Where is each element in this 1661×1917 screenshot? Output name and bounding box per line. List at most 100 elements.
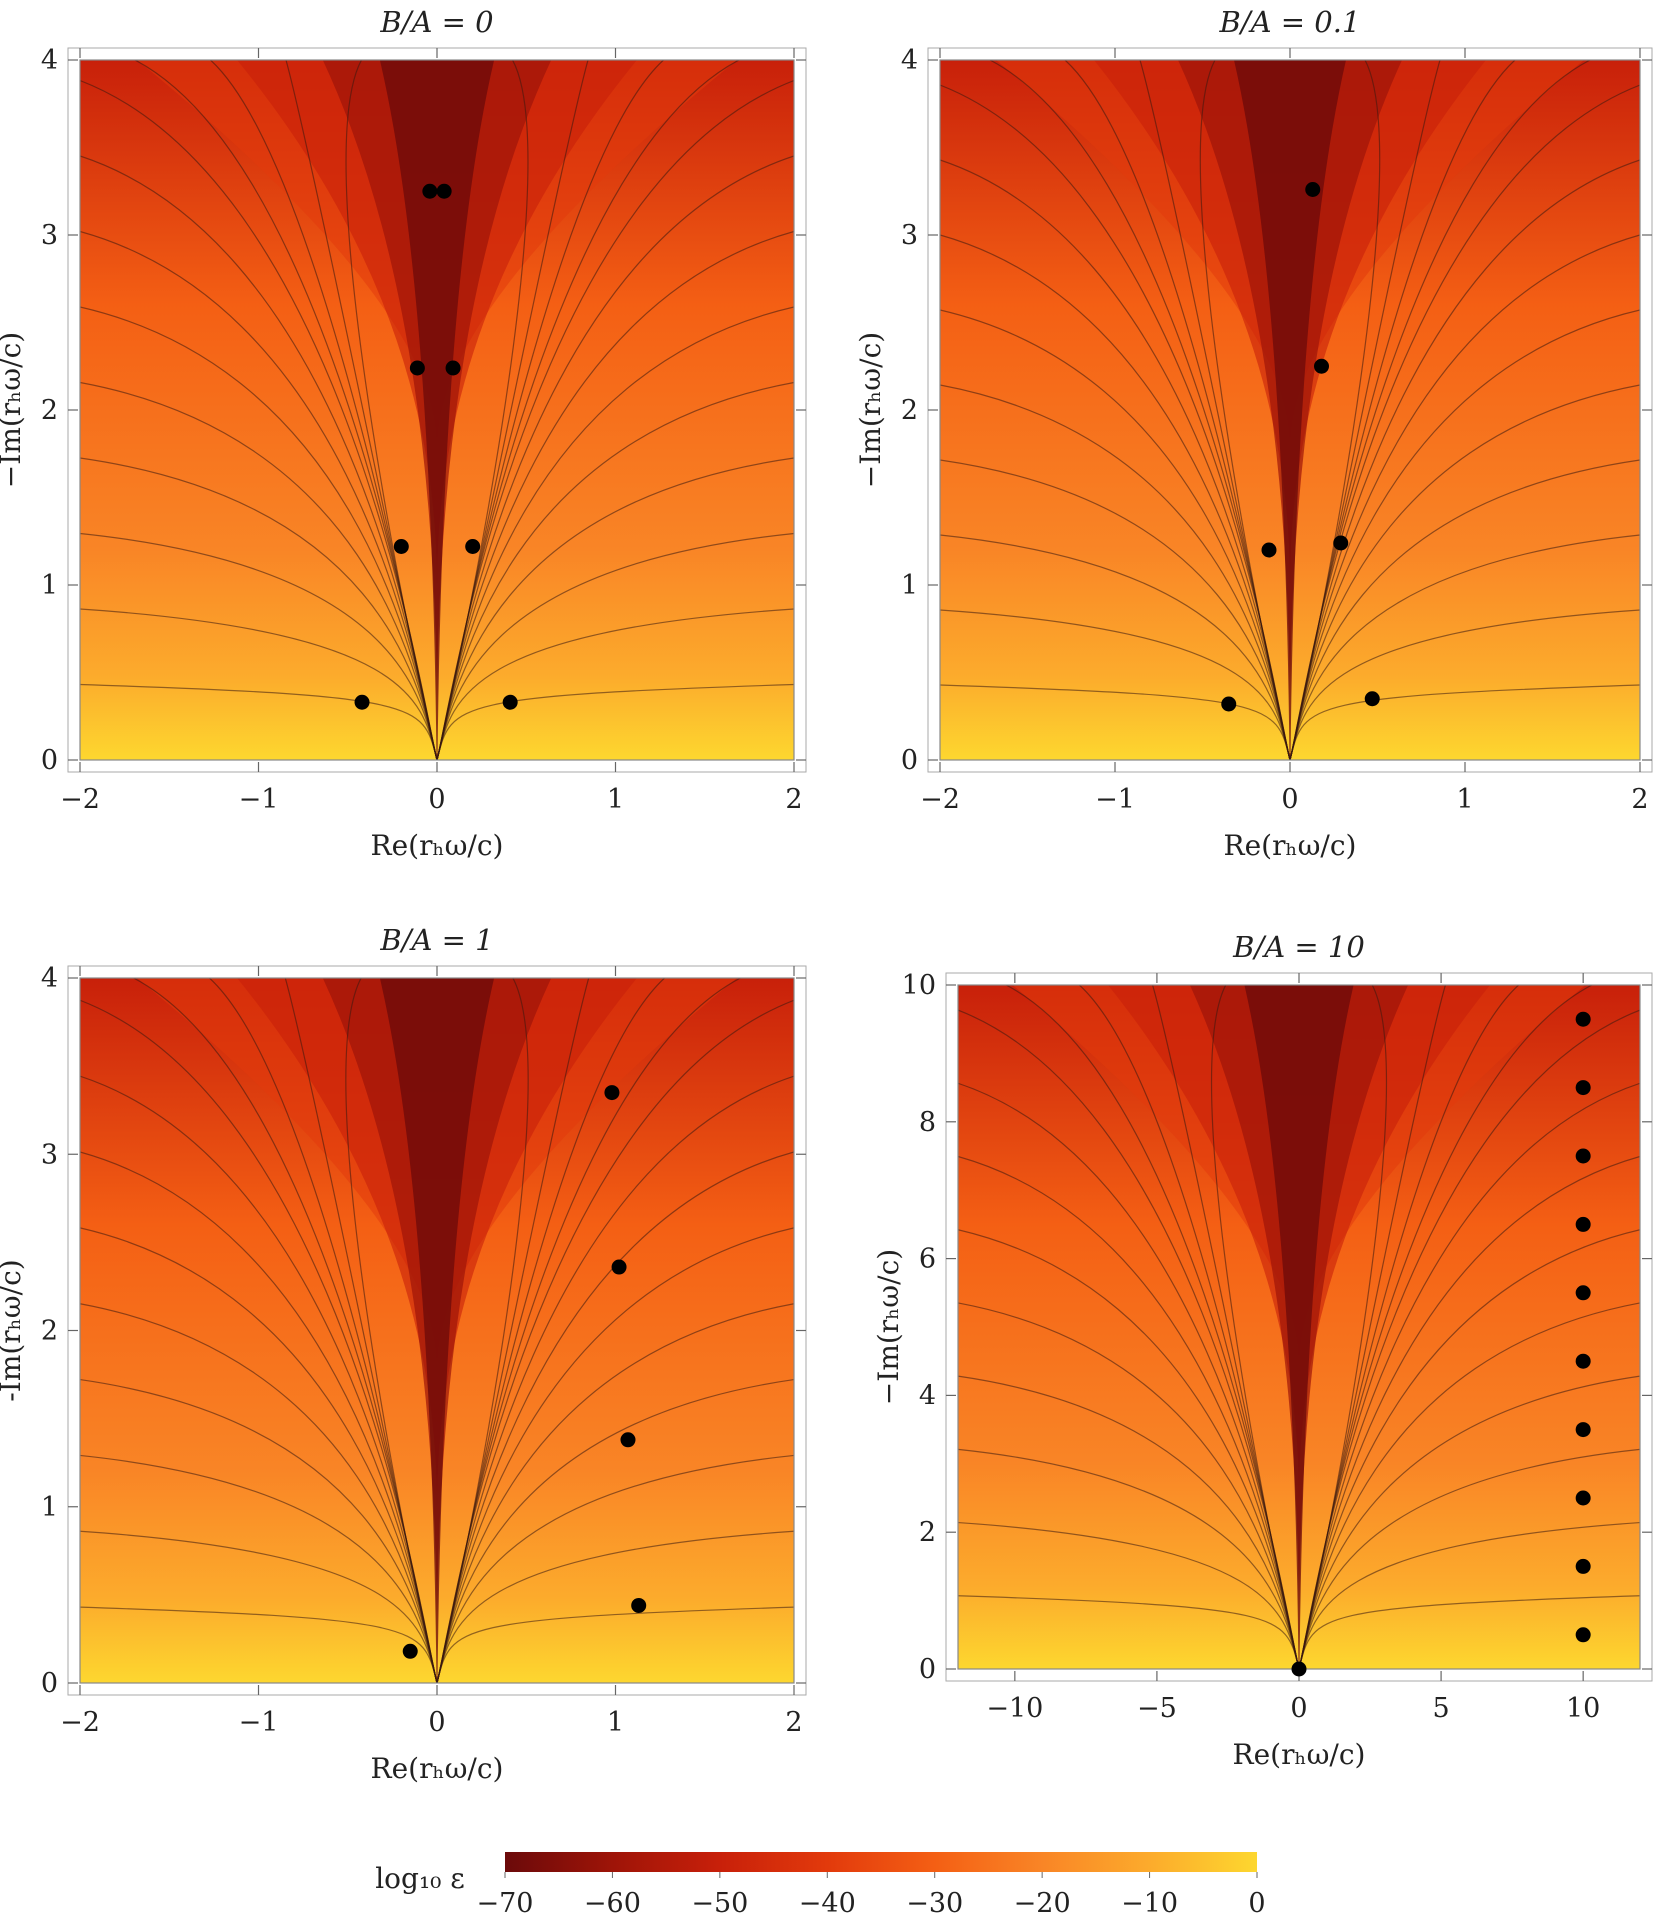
- mode-point: [611, 1259, 627, 1275]
- mode-point: [1575, 1216, 1591, 1232]
- x-tick-label: 0: [1290, 1693, 1307, 1724]
- x-axis-label: Re(rₕω/c): [1224, 829, 1357, 862]
- colorbar-gradient: [505, 1852, 1257, 1872]
- x-axis-label: Re(rₕω/c): [1233, 1738, 1366, 1771]
- y-tick-label: 3: [41, 220, 58, 251]
- colorbar-label: log₁₀ ε: [375, 1862, 465, 1895]
- x-tick-label: 10: [1566, 1693, 1600, 1724]
- colorbar-tick-label: −70: [477, 1888, 534, 1917]
- mode-point: [1575, 1490, 1591, 1506]
- panel-title: B/A = 1: [379, 923, 493, 957]
- colorbar-tick-label: −50: [691, 1888, 748, 1917]
- x-tick-label: 1: [607, 784, 624, 815]
- mode-point: [1305, 182, 1321, 197]
- y-tick-label: 2: [41, 395, 58, 426]
- mode-point: [1575, 1353, 1591, 1369]
- y-tick-label: 8: [919, 1107, 936, 1138]
- mode-point: [445, 360, 461, 376]
- y-tick-label: 0: [901, 745, 918, 776]
- x-tick-label: 0: [1281, 784, 1298, 815]
- y-tick-label: 3: [901, 220, 918, 251]
- y-tick-label: 1: [41, 1492, 58, 1523]
- y-axis-label: −Im(rₕω/c): [0, 332, 27, 488]
- plot-frame: [939, 59, 1641, 761]
- y-tick-label: 2: [41, 1316, 58, 1347]
- x-tick-label: 0: [428, 1707, 445, 1738]
- y-tick-label: 4: [41, 963, 58, 994]
- mode-point: [620, 1432, 636, 1448]
- mode-point: [1221, 696, 1237, 712]
- y-tick-label: 10: [902, 970, 936, 1001]
- x-tick-label: −1: [1095, 784, 1135, 815]
- panel-title: B/A = 10: [1232, 930, 1365, 964]
- x-tick-label: 5: [1432, 1693, 1449, 1724]
- plot-panel-1: −2 −1 0 1 2 0 1 2 3 4 B/A = 0 Re(rₕω/c) −Im(rₕω/c): [0, 5, 807, 862]
- colorbar-tick-label: −10: [1121, 1888, 1178, 1917]
- mode-point: [1291, 1661, 1307, 1677]
- colorbar-tick-label: −40: [799, 1888, 856, 1917]
- contour-field: [80, 978, 794, 1683]
- plot-frame: [79, 59, 795, 761]
- mode-point: [393, 539, 409, 554]
- mode-point: [1575, 1627, 1591, 1643]
- mode-point: [1575, 1558, 1591, 1574]
- mode-point: [1261, 542, 1277, 558]
- x-tick-label: −2: [60, 1707, 100, 1738]
- mode-point: [631, 1597, 647, 1613]
- y-tick-label: 4: [901, 45, 918, 76]
- mode-point: [1575, 1080, 1591, 1096]
- plot-panel-4: −10 −5 0 5 10 0 2 4 6 8 10 B/A = 10 Re(rₕω/c) −Im(rₕω…: [872, 930, 1653, 1771]
- contour-field: [80, 60, 794, 760]
- x-tick-label: −10: [986, 1693, 1043, 1724]
- x-tick-label: 2: [785, 1707, 802, 1738]
- y-tick-label: 0: [41, 745, 58, 776]
- colorbar-tick-label: −60: [584, 1888, 641, 1917]
- y-tick-label: 4: [41, 45, 58, 76]
- y-axis-label: −Im(rₕω/c): [872, 1249, 905, 1405]
- plot-panel-2: −2 −1 0 1 2 0 1 2 3 4 B/A = 0.1 Re(rₕω/c) −Im(rₕω/c): [854, 5, 1653, 862]
- mode-point: [1575, 1285, 1591, 1301]
- x-tick-label: −2: [920, 784, 960, 815]
- y-tick-label: 6: [919, 1244, 936, 1275]
- y-tick-label: 1: [901, 570, 918, 601]
- x-axis-label: Re(rₕω/c): [371, 829, 504, 862]
- x-tick-label: 2: [785, 784, 802, 815]
- x-tick-label: −2: [60, 784, 100, 815]
- x-tick-label: 0: [428, 784, 445, 815]
- x-tick-label: 1: [607, 1707, 624, 1738]
- mode-point: [409, 360, 425, 376]
- mode-point: [354, 694, 370, 710]
- mode-point: [1314, 358, 1329, 374]
- y-tick-label: 1: [41, 570, 58, 601]
- x-tick-label: −5: [1137, 1693, 1177, 1724]
- x-tick-label: −1: [239, 784, 279, 815]
- y-axis-label: −Im(rₕω/c): [854, 332, 887, 488]
- y-tick-label: 4: [919, 1380, 936, 1411]
- mode-point: [604, 1085, 620, 1101]
- mode-point: [422, 183, 438, 199]
- mode-point: [1575, 1422, 1591, 1438]
- colorbar: −70 −60 −50 −40 −30 −20 −10 0 log₁₀ ε: [375, 1852, 1266, 1917]
- y-tick-label: 2: [901, 395, 918, 426]
- mode-point: [1575, 1148, 1591, 1164]
- y-tick-label: 2: [919, 1517, 936, 1548]
- mode-point: [1575, 1011, 1591, 1027]
- x-tick-label: −1: [239, 1707, 279, 1738]
- plot-frame: [79, 977, 795, 1684]
- panel-title: B/A = 0.1: [1219, 5, 1361, 39]
- mode-point: [436, 183, 452, 199]
- mode-point: [402, 1643, 418, 1659]
- y-tick-label: 0: [919, 1654, 936, 1685]
- colorbar-tick-label: −30: [906, 1888, 963, 1917]
- mode-point: [1364, 691, 1380, 707]
- colorbar-tick-label: −20: [1014, 1888, 1071, 1917]
- y-tick-label: 3: [41, 1139, 58, 1170]
- mode-point: [465, 539, 481, 554]
- x-axis-label: Re(rₕω/c): [371, 1752, 504, 1785]
- mode-point: [502, 694, 518, 710]
- y-tick-label: 0: [41, 1668, 58, 1699]
- colorbar-tick-label: 0: [1248, 1888, 1265, 1917]
- y-axis-label: -Im(rₕω/c): [0, 1259, 27, 1401]
- plot-panel-3: −2 −1 0 1 2 0 1 2 3 4 B/A = 1 Re(rₕω/c) -Im(rₕω/c): [0, 923, 807, 1785]
